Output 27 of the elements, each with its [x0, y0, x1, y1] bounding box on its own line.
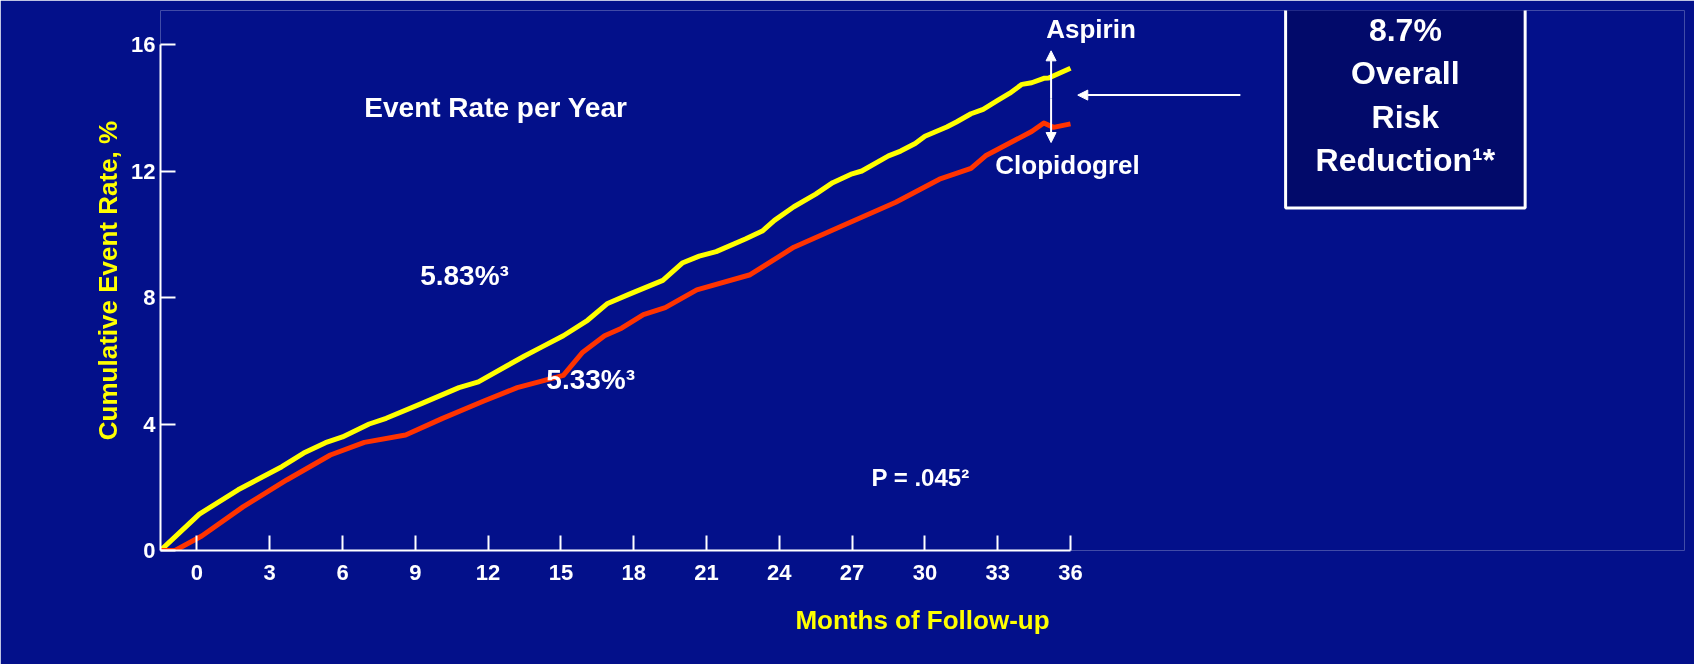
y-tick-label: 0: [143, 538, 156, 563]
annotation: Event Rate per Year: [364, 92, 627, 124]
x-tick-label: 30: [912, 559, 938, 585]
x-tick-label: 24: [767, 559, 793, 585]
x-tick-label: 21: [694, 559, 719, 585]
x-tick-label: 36: [1058, 559, 1083, 585]
x-tick-label: 9: [409, 559, 422, 585]
x-tick-label: 6: [336, 559, 349, 585]
y-tick-label: 4: [143, 411, 157, 437]
x-tick-label: 12: [475, 559, 501, 585]
y-tick-label: 8: [143, 285, 156, 310]
series-label: Aspirin: [1046, 13, 1136, 44]
y-tick-label: 12: [131, 158, 156, 184]
x-tick-label: 33: [985, 559, 1010, 585]
annotation: 5.33%³: [546, 364, 636, 396]
annotation: P = .045²: [871, 464, 970, 492]
annotation: 5.83%³: [420, 259, 509, 291]
x-axis-title: Months of Follow-up: [795, 604, 1050, 635]
x-tick-label: 27: [839, 559, 865, 585]
x-tick-label: 0: [190, 559, 204, 585]
x-tick-label: 3: [263, 559, 276, 585]
y-axis-title: Cumulative Event Rate, %: [93, 120, 124, 441]
series-label: Clopidogrel: [995, 149, 1140, 180]
y-tick-label: 16: [131, 32, 156, 57]
x-tick-label: 18: [621, 559, 646, 585]
text: 8.7% Overall Risk Reduction¹*: [1315, 12, 1496, 178]
x-tick-label: 15: [548, 559, 574, 585]
